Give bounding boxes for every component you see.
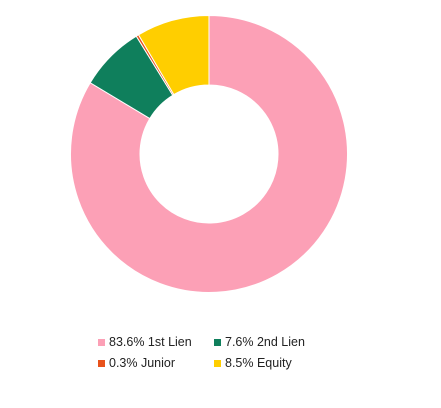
legend-swatch-1st-lien bbox=[98, 338, 105, 346]
legend-item-equity: 8.5% Equity bbox=[214, 356, 305, 370]
legend-item-junior: 0.3% Junior bbox=[98, 356, 214, 370]
legend-swatch-2nd-lien bbox=[214, 338, 221, 346]
chart-legend: 83.6% 1st Lien 7.6% 2nd Lien 0.3% Junior… bbox=[98, 335, 305, 370]
legend-item-1st-lien: 83.6% 1st Lien bbox=[98, 335, 214, 349]
legend-label-2nd-lien: 7.6% 2nd Lien bbox=[225, 335, 305, 349]
donut-slice-equity bbox=[137, 14, 210, 96]
legend-label-equity: 8.5% Equity bbox=[225, 356, 292, 370]
legend-label-1st-lien: 83.6% 1st Lien bbox=[109, 335, 192, 349]
legend-label-junior: 0.3% Junior bbox=[109, 356, 176, 370]
legend-swatch-equity bbox=[214, 359, 221, 367]
donut-slice-1st-lien bbox=[70, 14, 348, 293]
legend-swatch-junior bbox=[98, 359, 105, 367]
legend-item-2nd-lien: 7.6% 2nd Lien bbox=[214, 335, 305, 349]
